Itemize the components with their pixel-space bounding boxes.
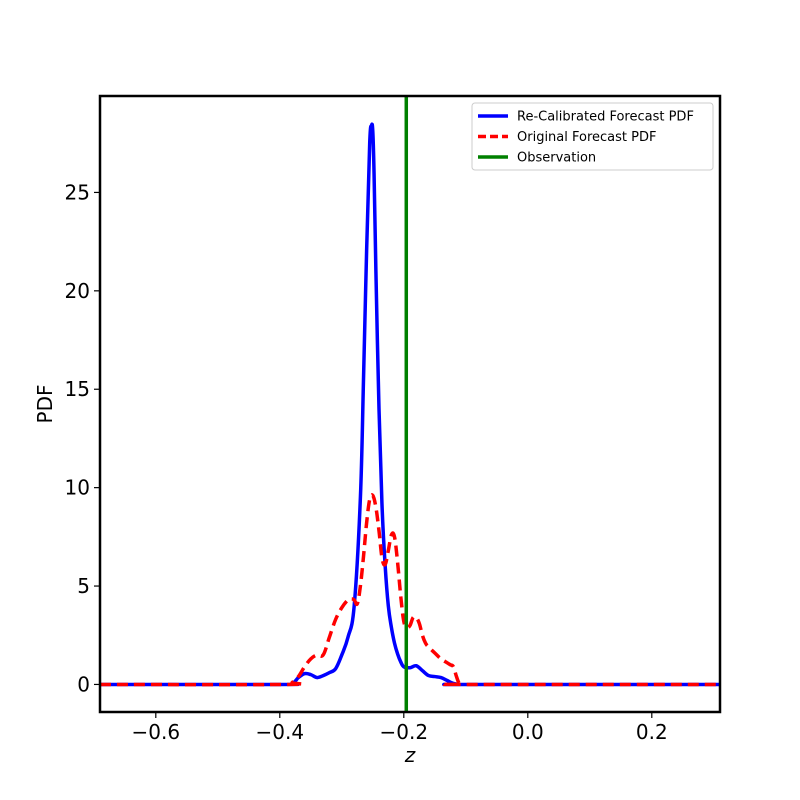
x-tick-label: −0.2	[380, 720, 429, 744]
series-layer	[100, 96, 720, 712]
x-tick-label: 0.0	[512, 720, 544, 744]
y-axis-ticks: 0 5 10 15 20 25	[65, 180, 100, 696]
recalibrated-forecast-line	[100, 122, 720, 687]
x-tick-label: −0.6	[132, 720, 181, 744]
legend: Re-Calibrated Forecast PDF Original Forec…	[471, 102, 714, 171]
x-tick-label: −0.4	[256, 720, 305, 744]
y-axis-label: PDF	[33, 385, 57, 424]
legend-entry-original: Original Forecast PDF	[517, 130, 656, 145]
legend-entry-recalibrated: Re-Calibrated Forecast PDF	[517, 110, 694, 125]
x-axis-ticks: −0.6 −0.4 −0.2 0.0 0.2	[132, 712, 668, 744]
x-tick-label: 0.2	[636, 720, 668, 744]
y-tick-label: 10	[65, 476, 90, 500]
y-tick-label: 15	[65, 377, 90, 401]
y-tick-label: 0	[77, 672, 90, 696]
y-tick-label: 5	[77, 574, 90, 598]
plot-frame	[98, 94, 722, 714]
legend-frame	[471, 102, 714, 171]
original-forecast-line	[100, 493, 720, 687]
y-tick-label: 20	[65, 279, 90, 303]
legend-entries: Re-Calibrated Forecast PDF Original Forec…	[478, 110, 694, 166]
y-tick-label: 25	[65, 180, 90, 204]
legend-entry-observation: Observation	[517, 151, 596, 166]
x-axis-label: z	[404, 743, 416, 767]
